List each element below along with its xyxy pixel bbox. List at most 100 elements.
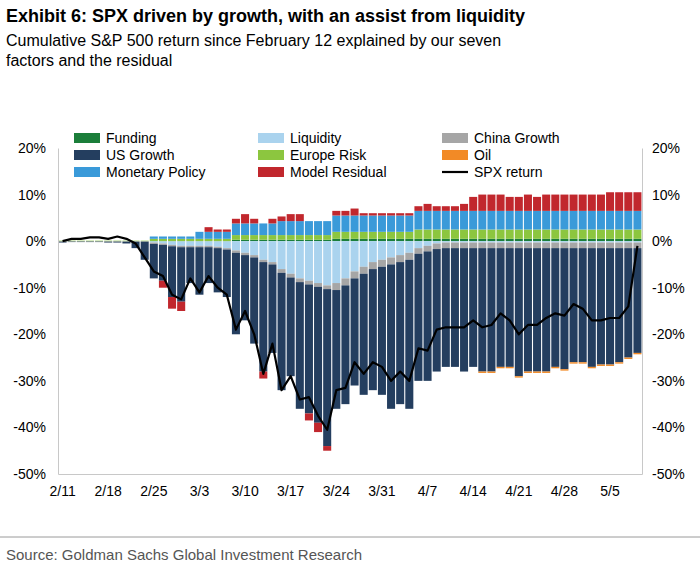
bar-segment — [95, 241, 103, 242]
bar-segment — [560, 248, 568, 369]
bar-segment — [296, 241, 304, 278]
y-axis-tick: -50% — [13, 466, 58, 482]
bar-segment — [497, 211, 505, 230]
bar-segment — [469, 248, 477, 367]
x-axis-tick-label: 2/18 — [95, 483, 122, 499]
bar-segment — [232, 219, 240, 224]
bar-segment — [305, 241, 313, 242]
bar-segment — [305, 241, 313, 281]
bar-segment — [369, 241, 377, 262]
bar-segment — [341, 211, 349, 216]
bar-segment — [104, 241, 112, 242]
bar-segment — [606, 211, 614, 230]
bar-segment — [506, 197, 514, 211]
bar-segment — [332, 239, 340, 241]
bar-segment — [551, 248, 559, 367]
bar-segment — [442, 241, 450, 242]
bar-segment — [606, 241, 614, 242]
bar-segment — [588, 230, 596, 239]
bar-segment — [560, 230, 568, 239]
legend-label: Europe Risk — [290, 147, 367, 163]
bar-segment — [524, 243, 532, 249]
bar-segment — [113, 241, 121, 242]
bar-segment — [606, 230, 614, 239]
bar-segment — [624, 211, 632, 230]
bar-segment — [323, 446, 331, 451]
bar-segment — [141, 241, 149, 242]
bar-segment — [506, 211, 514, 230]
bar-segment — [95, 241, 103, 242]
bar-segment — [396, 232, 404, 239]
bar-segment — [341, 216, 349, 232]
bar-segment — [387, 257, 395, 264]
bar-segment — [414, 241, 422, 242]
bar-segment — [351, 241, 359, 242]
bar-segment — [259, 240, 267, 241]
legend-label: Oil — [474, 147, 491, 163]
bar-segment — [113, 241, 121, 243]
x-axis: 2/112/182/253/33/103/173/243/314/74/144/… — [49, 474, 642, 499]
y2-axis-tick-label: 10% — [652, 187, 680, 203]
bar-segment — [396, 241, 404, 242]
bar-segment — [433, 241, 441, 242]
bar-segment — [168, 245, 176, 246]
y-axis-tick: -10% — [13, 280, 58, 296]
bar-segment — [77, 240, 85, 241]
x-axis-tick-label: 3/24 — [323, 483, 350, 499]
bar-segment — [633, 353, 641, 354]
legend-label: Monetary Policy — [106, 164, 206, 180]
bar-segment — [424, 246, 432, 252]
bar-segment — [497, 367, 505, 368]
bar-segment — [360, 267, 368, 274]
bar-segment — [524, 239, 532, 241]
bar-segment — [250, 235, 258, 240]
bar-segment — [68, 241, 76, 242]
bar-segment — [405, 239, 413, 241]
bar-segment — [633, 239, 641, 241]
bar-segment — [305, 413, 313, 420]
line-series — [63, 236, 638, 429]
bar-segment — [250, 255, 258, 257]
legend-swatch — [442, 133, 468, 143]
x-axis-tick-label: 3/3 — [190, 483, 210, 499]
bar-segment — [387, 239, 395, 241]
bar-segment — [68, 241, 76, 242]
bar-segment — [588, 367, 596, 368]
bar-segment — [442, 241, 450, 242]
bar-segment — [95, 241, 103, 242]
bar-segment — [442, 243, 450, 249]
bar-segment — [323, 240, 331, 241]
bar-segment — [104, 241, 112, 243]
bar-segment — [195, 241, 203, 246]
bar-segment — [314, 241, 322, 283]
bar-segment — [268, 241, 276, 242]
bar-segment — [396, 213, 404, 215]
bar-segment — [551, 211, 559, 230]
y2-axis-tick: -30% — [642, 373, 685, 389]
bar-segment — [186, 236, 194, 238]
bar-segment — [232, 250, 240, 252]
x-axis-tick: 2/25 — [140, 474, 167, 499]
bar-segment — [351, 241, 359, 271]
bar-segment — [579, 239, 587, 241]
bar-segment — [332, 211, 340, 216]
bar-segment — [579, 243, 587, 249]
y-axis: -50%-40%-30%-20%-10%0%10%20% — [13, 140, 58, 482]
bar-segment — [214, 232, 222, 239]
bar-segment — [223, 250, 231, 298]
bar-segment — [223, 232, 231, 239]
bar-segment — [86, 241, 94, 242]
bar-segment — [478, 230, 486, 239]
bar-segment — [451, 211, 459, 230]
bar-segment — [469, 241, 477, 242]
bar-segment — [624, 192, 632, 211]
bar-segment — [560, 369, 568, 370]
bar-segment — [515, 230, 523, 239]
bar-segment — [424, 230, 432, 239]
bar-segment — [341, 232, 349, 239]
bar-segment — [506, 248, 514, 367]
bar-segment — [487, 243, 495, 249]
bar-segment — [360, 213, 368, 215]
bar-segment — [369, 216, 377, 232]
x-axis-tick-label: 4/21 — [505, 483, 532, 499]
